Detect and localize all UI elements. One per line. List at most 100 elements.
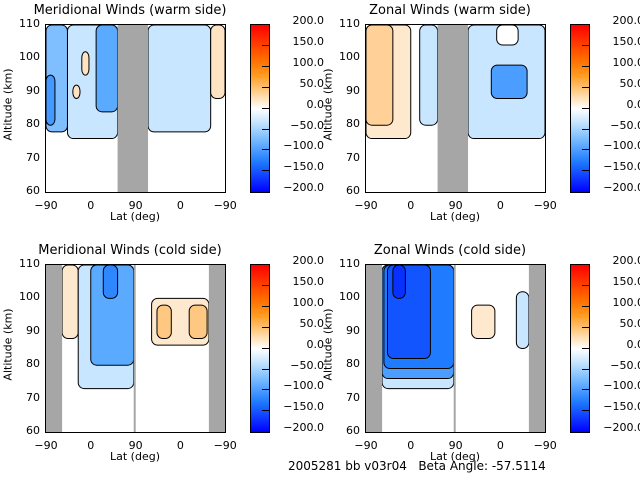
y-axis-label: Altitude (km): [1, 308, 15, 381]
no-data-band: [437, 25, 469, 192]
plot-area: [45, 264, 226, 433]
colorbar-tick-mark: [582, 128, 589, 130]
x-tick-label: 0: [496, 439, 504, 452]
x-axis-label: Lat (deg): [110, 210, 160, 223]
colorbar-tick-mark: [582, 389, 589, 391]
y-tick-label: 110: [19, 257, 40, 270]
y-tick-label: 110: [19, 17, 40, 30]
y-tick-label: 80: [346, 117, 360, 131]
colorbar-tick-mark: [262, 284, 269, 286]
colorbar-tick-label: −100.0: [603, 139, 640, 153]
y-tick-label: 90: [26, 83, 40, 97]
colorbar-tick-label: 50.0: [619, 76, 640, 90]
no-data-band: [117, 25, 149, 192]
y-axis-label: Altitude (km): [321, 308, 335, 381]
colorbar-tick-label: 150.0: [612, 34, 640, 48]
no-data-band: [366, 265, 383, 432]
y-tick-label: 90: [346, 83, 360, 97]
y-tick-label: 60: [346, 184, 360, 197]
x-tick-label: −90: [213, 199, 237, 212]
colorbar-tick-mark: [262, 149, 269, 151]
x-tick-label: 90: [128, 199, 143, 212]
colorbar-tick-label: 200.0: [612, 254, 640, 267]
colorbar-tick-label: 0.0: [626, 97, 640, 111]
y-tick-label: 90: [26, 323, 40, 337]
colorbar-tick-label: 100.0: [612, 55, 640, 69]
colorbar-tick-label: −50.0: [610, 358, 640, 372]
colorbar-tick-label: 150.0: [292, 274, 325, 288]
y-tick-label: 60: [26, 424, 40, 437]
chart-panel: Zonal Winds (cold side) 110 100 90 80 70 60 −90…: [320, 240, 640, 480]
y-tick-label: 100: [19, 290, 40, 304]
x-tick-label: 0: [176, 199, 184, 212]
contour-region: [147, 25, 212, 133]
chart-title: Meridional Winds (cold side): [38, 243, 222, 258]
contour-region: [496, 25, 519, 46]
colorbar-tick-label: −150.0: [603, 400, 640, 414]
no-data-band: [453, 265, 456, 432]
contour-region: [188, 304, 208, 339]
colorbar-tick-mark: [262, 368, 269, 370]
no-data-band: [528, 265, 545, 432]
no-data-band: [133, 265, 136, 432]
contour-region: [61, 265, 79, 339]
colorbar-tick-label: −200.0: [283, 181, 324, 195]
chart-panel: Meridional Winds (warm side) 110 100 90 80 70…: [0, 0, 325, 240]
colorbar-tick-label: 200.0: [292, 254, 325, 267]
colorbar-tick-mark: [582, 107, 589, 109]
colorbar-tick-label: 200.0: [612, 14, 640, 27]
colorbar-tick-mark: [582, 368, 589, 370]
x-axis-label: Lat (deg): [110, 450, 160, 463]
colorbar-tick-mark: [262, 389, 269, 391]
y-tick-label: 70: [26, 390, 40, 404]
x-tick-label: 90: [448, 439, 463, 452]
colorbar-tick-mark: [262, 107, 269, 109]
y-tick-label: 90: [346, 323, 360, 337]
colorbar-tick-label: 50.0: [619, 316, 640, 330]
colorbar-tick-label: −200.0: [283, 421, 324, 435]
colorbar-tick-mark: [582, 284, 589, 286]
colorbar-tick-label: 0.0: [626, 337, 640, 351]
y-tick-label: 110: [339, 257, 360, 270]
colorbar-tick-mark: [262, 170, 269, 172]
contour-region: [95, 25, 119, 113]
contour-region: [81, 51, 90, 76]
y-tick-label: 100: [19, 50, 40, 64]
colorbar-tick-mark: [262, 347, 269, 349]
colorbar-tick-label: 150.0: [292, 34, 325, 48]
colorbar-tick-mark: [582, 44, 589, 46]
colorbar-tick-label: −200.0: [603, 181, 640, 195]
no-data-band: [208, 265, 225, 432]
colorbar-tick-mark: [582, 326, 589, 328]
contour-region: [90, 265, 135, 366]
x-tick-label: 0: [87, 199, 95, 212]
contour-region: [156, 304, 172, 339]
y-tick-label: 100: [339, 50, 360, 64]
plot-area: [365, 264, 546, 433]
colorbar-tick-label: −50.0: [290, 118, 324, 132]
colorbar-tick-mark: [262, 65, 269, 67]
y-tick-label: 70: [346, 150, 360, 164]
colorbar-tick-label: 100.0: [292, 55, 325, 69]
x-tick-label: −90: [354, 439, 378, 452]
chart-title: Meridional Winds (warm side): [33, 3, 227, 18]
colorbar-tick-label: −50.0: [610, 118, 640, 132]
contour-region: [392, 265, 406, 299]
colorbar-tick-label: −100.0: [283, 379, 324, 393]
colorbar-tick-label: 200.0: [292, 14, 325, 27]
contour-region: [490, 64, 528, 99]
chart-title: Zonal Winds (cold side): [373, 243, 527, 258]
colorbar-tick-mark: [262, 326, 269, 328]
x-tick-label: −90: [213, 439, 237, 452]
x-tick-label: −90: [533, 439, 557, 452]
footer-info: 2005281 bb v03r04 Beta Angle: -57.5114: [288, 459, 546, 473]
y-tick-label: 70: [26, 150, 40, 164]
colorbar-tick-label: 0.0: [306, 337, 325, 351]
colorbar-tick-mark: [582, 347, 589, 349]
y-tick-label: 60: [26, 184, 40, 197]
colorbar-tick-label: −100.0: [283, 139, 324, 153]
chart-panel: Zonal Winds (warm side) 110 100 90 80 70 60 −90…: [320, 0, 640, 240]
y-tick-label: 110: [339, 17, 360, 30]
x-tick-label: 0: [176, 439, 184, 452]
y-tick-label: 80: [26, 357, 40, 371]
